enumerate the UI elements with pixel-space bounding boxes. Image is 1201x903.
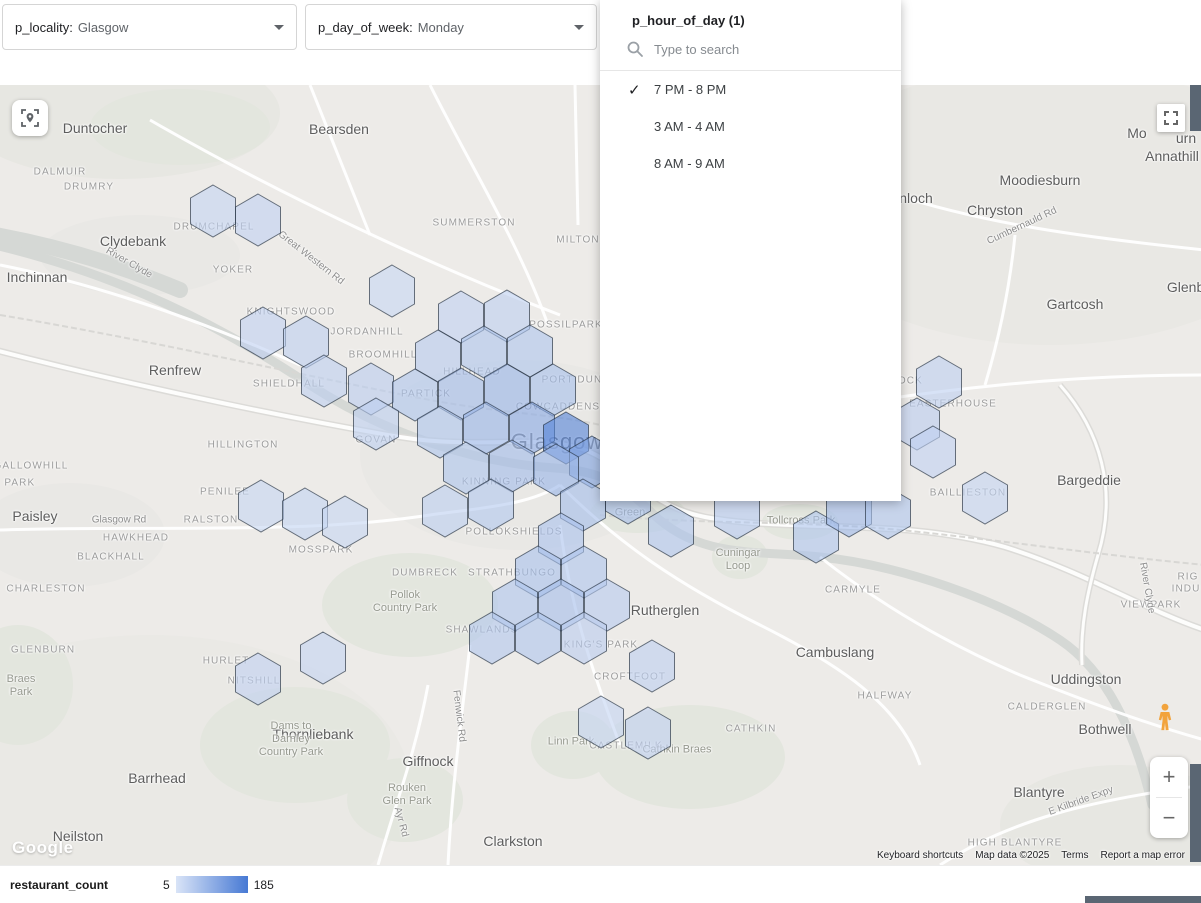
keyboard-shortcuts-link[interactable]: Keyboard shortcuts bbox=[877, 850, 964, 861]
map-data-copyright: Map data ©2025 bbox=[975, 850, 1050, 861]
map-edge-feature bbox=[1190, 764, 1201, 862]
zoom-in-button[interactable]: + bbox=[1162, 764, 1176, 789]
chevron-down-icon bbox=[574, 24, 584, 30]
locality-filter-value: Glasgow bbox=[77, 19, 129, 35]
filter-option-label: 8 AM - 9 AM bbox=[654, 156, 725, 171]
pegman-control[interactable] bbox=[1150, 700, 1180, 734]
report-map-error-link[interactable]: Report a map error bbox=[1100, 850, 1185, 861]
zoom-divider bbox=[1156, 797, 1182, 798]
legend-max-value: 185 bbox=[253, 877, 274, 892]
recenter-button[interactable] bbox=[12, 100, 48, 136]
legend-bar: restaurant_count 5 185 bbox=[0, 865, 1201, 903]
zoom-out-button[interactable]: − bbox=[1162, 805, 1176, 830]
zoom-control: + − bbox=[1150, 757, 1188, 838]
legend-gradient bbox=[175, 876, 248, 893]
terms-link[interactable]: Terms bbox=[1061, 850, 1089, 861]
fullscreen-icon bbox=[1164, 111, 1178, 125]
hour-filter-panel: p_hour_of_day (1) ✓ 7 PM - 8 PM ✓ 3 AM -… bbox=[600, 0, 901, 501]
fullscreen-button[interactable] bbox=[1157, 104, 1185, 132]
legend-min-value: 5 bbox=[163, 877, 170, 892]
locality-filter[interactable]: p_locality: Glasgow bbox=[2, 4, 297, 50]
map-attribution: Keyboard shortcuts Map data ©2025 Terms … bbox=[877, 850, 1185, 861]
map-edge-feature bbox=[1190, 85, 1201, 131]
check-icon: ✓ bbox=[628, 81, 641, 99]
hour-filter-title: p_hour_of_day (1) bbox=[632, 13, 745, 28]
search-icon bbox=[627, 41, 643, 57]
day-of-week-filter[interactable]: p_day_of_week: Monday bbox=[305, 4, 597, 50]
filter-option-label: 7 PM - 8 PM bbox=[654, 82, 727, 97]
filter-search-row bbox=[600, 38, 901, 71]
google-logo[interactable]: Google bbox=[12, 838, 74, 857]
filter-option[interactable]: ✓ 7 PM - 8 PM bbox=[600, 71, 901, 108]
search-input[interactable] bbox=[654, 41, 885, 57]
locality-filter-name: p_locality: bbox=[15, 19, 73, 35]
filter-option-label: 3 AM - 4 AM bbox=[654, 119, 725, 134]
pegman-icon bbox=[1158, 703, 1172, 731]
chevron-down-icon bbox=[274, 24, 284, 30]
day-filter-name: p_day_of_week: bbox=[318, 19, 413, 35]
filter-option[interactable]: ✓ 8 AM - 9 AM bbox=[600, 145, 901, 182]
legend-field-name: restaurant_count bbox=[10, 877, 109, 892]
day-filter-value: Monday bbox=[417, 19, 464, 35]
location-pin-icon bbox=[21, 109, 39, 127]
filter-option[interactable]: ✓ 3 AM - 4 AM bbox=[600, 108, 901, 145]
filter-option-list: ✓ 7 PM - 8 PM ✓ 3 AM - 4 AM ✓ 8 AM - 9 A… bbox=[600, 71, 901, 182]
horizontal-scrollbar-thumb[interactable] bbox=[1085, 896, 1201, 903]
